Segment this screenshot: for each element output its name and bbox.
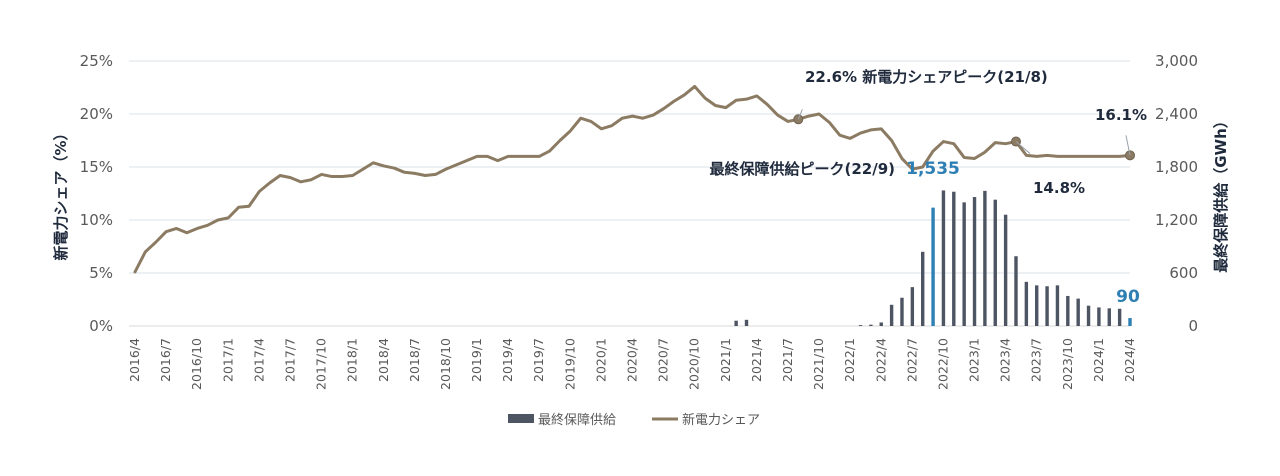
x-tick-label: 2021/10 <box>811 338 826 390</box>
x-tick-label: 2024/4 <box>1122 338 1137 382</box>
x-tick-label: 2020/7 <box>656 338 671 382</box>
y-right-tick-label: 3,000 <box>1155 52 1198 70</box>
annotation-leader <box>797 109 803 120</box>
x-tick-label: 2022/7 <box>904 338 919 382</box>
bar <box>900 297 904 326</box>
x-tick-label: 2018/7 <box>407 338 422 382</box>
bar <box>869 324 873 326</box>
bar <box>941 190 946 326</box>
legend: 最終保障供給 新電力シェア <box>508 412 760 428</box>
bar <box>744 319 749 326</box>
x-tick-label: 2019/7 <box>531 338 546 382</box>
bar <box>1128 318 1132 326</box>
bar <box>931 207 935 326</box>
bar <box>1107 308 1111 326</box>
bar <box>879 322 883 326</box>
bar <box>889 304 894 326</box>
bar <box>921 251 925 326</box>
line-series <box>133 84 1132 274</box>
x-tick-label: 2018/10 <box>438 338 453 390</box>
bar <box>1003 214 1008 326</box>
y-left-tick-label: 10% <box>80 211 113 229</box>
y-right-tick-label: 600 <box>1169 264 1198 282</box>
y-left-tick-label: 25% <box>80 52 113 70</box>
x-tick-label: 2019/1 <box>469 338 484 382</box>
x-tick-label: 2018/4 <box>376 338 391 382</box>
x-tick-label: 2021/4 <box>749 338 764 382</box>
x-tick-label: 2023/1 <box>967 338 982 382</box>
bar <box>1066 295 1070 326</box>
x-tick-label: 2022/1 <box>842 338 857 382</box>
x-tick-label: 2016/10 <box>189 338 204 390</box>
x-axis: 2016/4 2016/7 2016/10 2017/1 2017/4 2017/7 201… <box>127 338 1137 390</box>
bar <box>1117 308 1122 326</box>
bar <box>962 202 966 326</box>
bar <box>734 320 738 326</box>
x-tick-label: 2019/4 <box>500 338 515 382</box>
legend-label-bar: 最終保障供給 <box>538 412 616 428</box>
supply-peak-label: 最終保障供給ピーク(22/9) <box>709 160 895 178</box>
legend-swatch-bar <box>508 414 534 423</box>
share-line <box>133 84 1132 274</box>
share-low-label: 14.8% <box>1033 179 1085 197</box>
x-tick-label: 2019/10 <box>562 338 577 390</box>
x-tick-label: 2021/1 <box>718 338 733 382</box>
x-tick-label: 2022/4 <box>873 338 888 382</box>
bar <box>1045 286 1049 326</box>
x-tick-label: 2020/4 <box>625 338 640 382</box>
bar <box>1055 285 1060 326</box>
x-tick-label: 2022/10 <box>935 338 950 390</box>
annotation-leader <box>1015 141 1031 154</box>
bar <box>972 197 977 326</box>
bar <box>1076 298 1080 326</box>
x-tick-label: 2017/1 <box>220 338 235 382</box>
annotations: 22.6% 新電力シェアピーク(21/8) 最終保障供給ピーク(22/9) 1,53… <box>709 68 1147 307</box>
gridlines <box>129 60 1130 327</box>
y-right-tick-label: 0 <box>1188 317 1198 335</box>
bar <box>910 287 915 326</box>
annotation-leader <box>1125 135 1131 156</box>
bar <box>952 191 956 326</box>
x-tick-label: 2023/7 <box>1029 338 1044 382</box>
y-axis-right: 0 600 1,200 1,800 2,400 3,000 最終保障供給（GWh） <box>1155 52 1230 335</box>
bar <box>1097 307 1101 326</box>
x-tick-label: 2017/10 <box>314 338 329 390</box>
x-tick-label: 2021/7 <box>780 338 795 382</box>
bar <box>1086 305 1091 326</box>
x-tick-label: 2018/1 <box>345 338 360 382</box>
share-peak-label: 22.6% 新電力シェアピーク(21/8) <box>805 68 1048 86</box>
y-right-tick-label: 1,200 <box>1155 211 1198 229</box>
x-tick-label: 2023/4 <box>998 338 1013 382</box>
x-tick-label: 2020/1 <box>593 338 608 382</box>
bar-series <box>734 190 1132 326</box>
y-left-tick-label: 5% <box>89 264 113 282</box>
x-tick-label: 2017/4 <box>251 338 266 382</box>
x-tick-label: 2020/10 <box>687 338 702 390</box>
supply-latest-value: 90 <box>1116 287 1140 307</box>
y-left-axis-title: 新電力シェア（%） <box>52 125 70 260</box>
y-left-tick-label: 0% <box>89 317 113 335</box>
y-right-axis-title: 最終保障供給（GWh） <box>1212 113 1230 273</box>
y-axis-left: 0% 5% 10% 15% 20% 25% 新電力シェア（%） <box>52 52 113 335</box>
bar <box>1024 281 1029 326</box>
bar <box>993 199 997 326</box>
bar <box>1035 285 1039 326</box>
legend-label-line: 新電力シェア <box>682 412 760 428</box>
y-right-tick-label: 1,800 <box>1155 158 1198 176</box>
y-left-tick-label: 20% <box>80 105 113 123</box>
bar <box>858 325 863 326</box>
x-tick-label: 2024/1 <box>1091 338 1106 382</box>
bar <box>1014 256 1018 326</box>
bar <box>983 190 987 326</box>
y-left-tick-label: 15% <box>80 158 113 176</box>
share-latest-label: 16.1% <box>1095 106 1147 124</box>
supply-peak-value: 1,535 <box>906 159 960 179</box>
y-right-tick-label: 2,400 <box>1155 105 1198 123</box>
x-tick-label: 2023/10 <box>1060 338 1075 390</box>
x-tick-label: 2016/7 <box>158 338 173 382</box>
x-tick-label: 2017/7 <box>283 338 298 382</box>
x-tick-label: 2016/4 <box>127 338 142 382</box>
